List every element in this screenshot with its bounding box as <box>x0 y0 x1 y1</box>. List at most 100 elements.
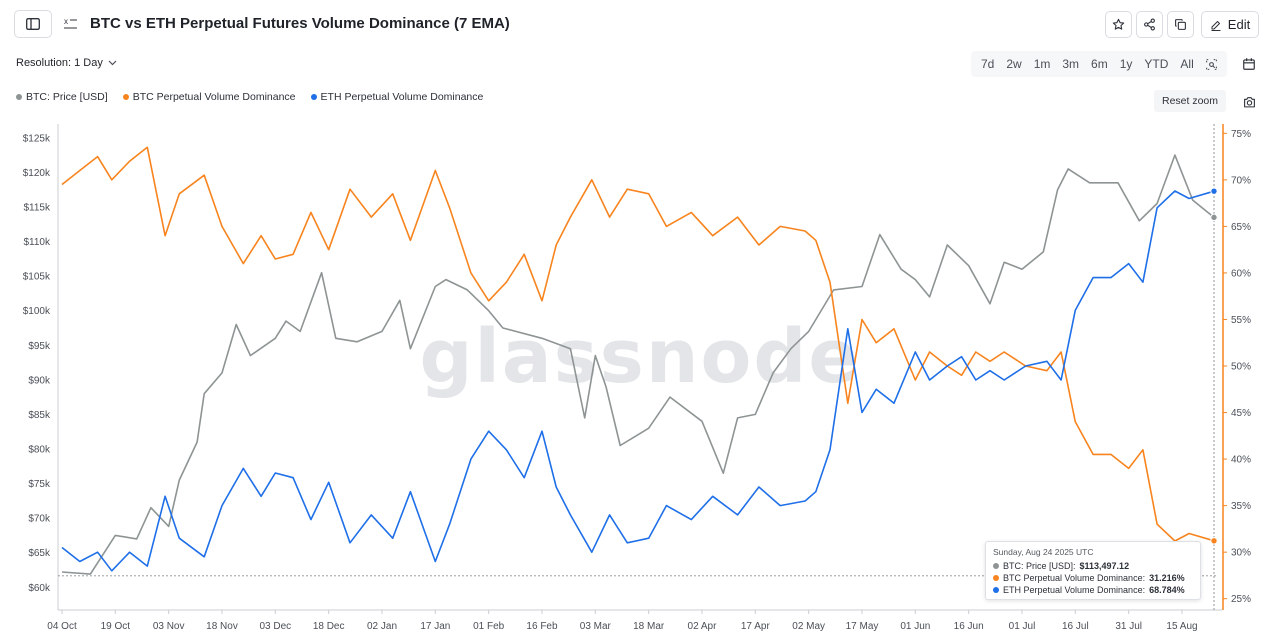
tooltip-row-eth-dominance: ETH Perpetual Volume Dominance: 68.784% <box>993 584 1193 596</box>
range-6m-button[interactable]: 6m <box>1091 57 1108 71</box>
resolution-dropdown[interactable]: Resolution: 1 Day <box>16 57 117 69</box>
time-range-selector: 7d 2w 1m 3m 6m 1y YTD All <box>971 51 1227 77</box>
range-7d-button[interactable]: 7d <box>981 57 995 71</box>
marker-btc-dominance <box>1210 537 1218 545</box>
tooltip-dot-btc-price <box>993 563 999 569</box>
x-tick-label: 17 May <box>846 621 879 632</box>
x-tick-label: 02 Apr <box>688 621 718 632</box>
tooltip-value-btc-dominance: 31.216% <box>1149 573 1185 583</box>
x-tick-label: 01 Feb <box>473 621 505 632</box>
x-tick-label: 18 Mar <box>633 621 665 632</box>
star-icon <box>1112 18 1125 30</box>
chart-legend: BTC: Price [USD] BTC Perpetual Volume Do… <box>16 91 483 103</box>
y-left-tick-label: $65k <box>28 548 51 559</box>
y-left-tick-label: $60k <box>28 583 51 594</box>
edit-button-label: Edit <box>1227 17 1251 32</box>
series-line-eth-dominance <box>61 190 1215 572</box>
marker-eth-dominance <box>1210 187 1218 195</box>
x-tick-label: 03 Mar <box>580 621 612 632</box>
screenshot-button[interactable] <box>1238 92 1260 112</box>
favorite-button[interactable] <box>1105 11 1132 38</box>
resolution-label: Resolution: 1 Day <box>16 57 103 69</box>
watermark-logo: glassnode <box>419 314 860 400</box>
calendar-button[interactable] <box>1236 51 1262 77</box>
tooltip-date: Sunday, Aug 24 2025 UTC <box>993 547 1094 557</box>
x-tick-label: 01 Jul <box>1009 621 1036 632</box>
legend-item-btc-dominance[interactable]: BTC Perpetual Volume Dominance <box>122 91 296 103</box>
sidebar-icon <box>26 18 40 30</box>
tooltip-row-btc-price: BTC: Price [USD]: $113,497.12 <box>993 560 1193 572</box>
chart-tooltip: Sunday, Aug 24 2025 UTC BTC: Price [USD]… <box>985 541 1201 600</box>
tooltip-dot-eth-dominance <box>993 587 999 593</box>
range-1y-button[interactable]: 1y <box>1119 57 1133 71</box>
y-left-tick-label: $100k <box>23 306 51 317</box>
y-right-tick-label: 45% <box>1231 408 1251 419</box>
sidebar-toggle-button[interactable] <box>14 10 52 38</box>
y-right-tick-label: 55% <box>1231 315 1251 326</box>
tooltip-dot-btc-dominance <box>993 575 999 581</box>
y-left-tick-label: $105k <box>23 272 51 283</box>
x-tick-label: 01 Jun <box>900 621 930 632</box>
legend-item-btc-price[interactable]: BTC: Price [USD] <box>16 91 108 103</box>
range-3m-button[interactable]: 3m <box>1062 57 1080 71</box>
range-all-button[interactable]: All <box>1180 57 1194 71</box>
x-tick-label: 18 Dec <box>313 621 345 632</box>
legend-dot-eth-dominance <box>310 94 317 100</box>
y-left-tick-label: $115k <box>23 202 51 213</box>
y-right-tick-label: 30% <box>1231 548 1251 559</box>
y-right-tick-label: 65% <box>1231 222 1251 233</box>
x-tick-label: 03 Dec <box>259 621 291 632</box>
x-tick-label: 02 May <box>792 621 825 632</box>
range-1m-button[interactable]: 1m <box>1033 57 1051 71</box>
x-tick-label: 02 Jan <box>367 621 397 632</box>
series-line-btc-price <box>61 154 1215 575</box>
variables-icon: x <box>64 17 77 29</box>
x-tick-label: 03 Nov <box>153 621 185 632</box>
legend-label-btc-dominance: BTC Perpetual Volume Dominance <box>132 91 296 103</box>
y-left-tick-label: $70k <box>28 514 51 525</box>
legend-dot-btc-price <box>16 94 22 100</box>
tooltip-label-eth-dominance: ETH Perpetual Volume Dominance: <box>1003 585 1146 595</box>
x-tick-label: 16 Feb <box>526 621 558 632</box>
x-tick-label: 16 Jun <box>954 621 984 632</box>
y-left-tick-label: $90k <box>28 375 51 386</box>
svg-text:x: x <box>64 17 68 26</box>
chevron-down-icon <box>108 60 117 66</box>
reset-zoom-button[interactable]: Reset zoom <box>1154 90 1226 112</box>
x-tick-label: 18 Nov <box>206 621 238 632</box>
edit-button[interactable]: Edit <box>1201 11 1259 38</box>
range-ytd-button[interactable]: YTD <box>1144 57 1169 71</box>
y-left-tick-label: $110k <box>23 237 51 248</box>
tooltip-value-eth-dominance: 68.784% <box>1149 585 1185 595</box>
x-tick-label: 17 Apr <box>741 621 771 632</box>
legend-item-eth-dominance[interactable]: ETH Perpetual Volume Dominance <box>310 91 484 103</box>
tooltip-label-btc-dominance: BTC Perpetual Volume Dominance: <box>1003 573 1146 583</box>
y-right-tick-label: 50% <box>1231 362 1251 373</box>
share-button[interactable] <box>1136 11 1163 38</box>
marker-btc-price <box>1210 213 1218 222</box>
y-left-tick-label: $80k <box>28 444 51 455</box>
x-tick-label: 16 Jul <box>1062 621 1089 632</box>
y-right-tick-label: 25% <box>1231 594 1251 605</box>
x-tick-label: 31 Jul <box>1115 621 1142 632</box>
duplicate-button[interactable] <box>1167 11 1194 38</box>
y-right-tick-label: 60% <box>1231 268 1251 279</box>
zoom-select-button[interactable] <box>1200 51 1223 77</box>
share-icon <box>1144 18 1155 31</box>
x-tick-label: 15 Aug <box>1166 621 1197 632</box>
legend-label-eth-dominance: ETH Perpetual Volume Dominance <box>320 91 484 103</box>
range-2w-button[interactable]: 2w <box>1006 57 1022 71</box>
y-left-tick-label: $125k <box>23 133 51 144</box>
y-right-tick-label: 35% <box>1231 501 1251 512</box>
copy-icon <box>1175 19 1186 30</box>
series-line-btc-dominance <box>61 146 1215 542</box>
pencil-icon <box>1211 20 1221 31</box>
page-title: BTC vs ETH Perpetual Futures Volume Domi… <box>90 15 510 32</box>
y-left-tick-label: $95k <box>28 341 51 352</box>
tooltip-row-btc-dominance: BTC Perpetual Volume Dominance: 31.216% <box>993 572 1193 584</box>
legend-label-btc-price: BTC: Price [USD] <box>26 91 108 103</box>
y-right-tick-label: 70% <box>1231 175 1251 186</box>
zoom-select-icon <box>1205 58 1217 70</box>
y-left-tick-label: $75k <box>28 479 51 490</box>
